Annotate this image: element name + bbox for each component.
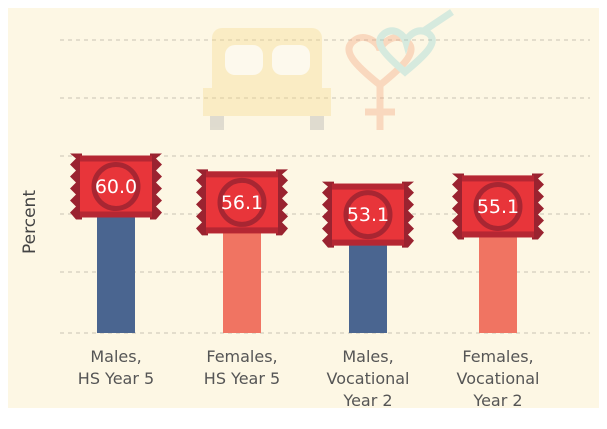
wrapper-stripe — [206, 171, 278, 177]
x-tick-label-line: Males, — [342, 347, 393, 366]
wrapper-stripe — [80, 156, 152, 162]
y-axis-label: Percent — [20, 190, 40, 254]
value-label: 53.1 — [347, 204, 389, 226]
x-tick-label-line: Females, — [206, 347, 277, 366]
wrapper-stripe — [462, 175, 534, 181]
candy-label: 56.1 — [196, 169, 288, 235]
candy-label: 53.1 — [322, 182, 414, 248]
value-label: 55.1 — [477, 196, 519, 218]
page: {"chart_data": {"type": "bar", "y_label"… — [0, 0, 607, 429]
wrapper-stripe — [332, 184, 404, 190]
x-tick-label-line: Females, — [462, 347, 533, 366]
x-tick-label-line: HS Year 5 — [78, 369, 154, 388]
x-tick-label-line: HS Year 5 — [204, 369, 280, 388]
candy-label: 60.0 — [70, 154, 162, 220]
wrapper-stripe — [80, 212, 152, 218]
x-tick-label-line: Vocational — [327, 369, 410, 388]
value-label: 56.1 — [221, 192, 263, 214]
x-tick-label-line: Year 2 — [472, 391, 522, 410]
wrapper-stripe — [206, 227, 278, 233]
wrapper-stripe — [462, 231, 534, 237]
value-label: 60.0 — [95, 176, 137, 198]
x-tick-label-line: Year 2 — [342, 391, 392, 410]
chart: Percent 60.0 Males, HS Year 5 56.1 Females, H… — [0, 0, 607, 429]
candy-label: 55.1 — [452, 173, 544, 239]
x-tick-label-line: Vocational — [457, 369, 540, 388]
x-tick-label-line: Males, — [90, 347, 141, 366]
wrapper-stripe — [332, 240, 404, 246]
